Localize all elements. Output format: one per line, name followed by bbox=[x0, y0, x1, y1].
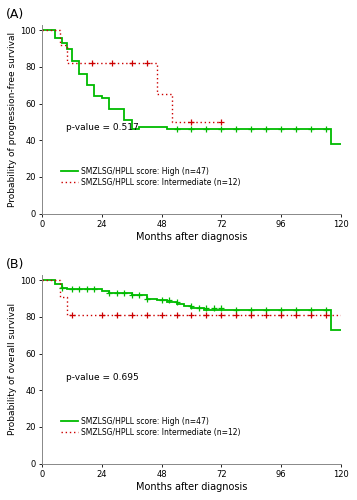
Legend: SMZLSG/HPLL score: High (n=47), SMZLSG/HPLL score: Intermediate (n=12): SMZLSG/HPLL score: High (n=47), SMZLSG/H… bbox=[61, 167, 241, 187]
Legend: SMZLSG/HPLL score: High (n=47), SMZLSG/HPLL score: Intermediate (n=12): SMZLSG/HPLL score: High (n=47), SMZLSG/H… bbox=[61, 417, 241, 437]
Text: p-value = 0.695: p-value = 0.695 bbox=[66, 373, 139, 382]
X-axis label: Months after diagnosis: Months after diagnosis bbox=[136, 232, 247, 241]
Y-axis label: Probability of progression-free survival: Probability of progression-free survival bbox=[8, 32, 17, 207]
Y-axis label: Probability of overall survival: Probability of overall survival bbox=[8, 303, 17, 436]
Text: (A): (A) bbox=[6, 8, 25, 21]
X-axis label: Months after diagnosis: Months after diagnosis bbox=[136, 482, 247, 492]
Text: p-value = 0.517: p-value = 0.517 bbox=[66, 123, 139, 132]
Text: (B): (B) bbox=[6, 258, 25, 271]
